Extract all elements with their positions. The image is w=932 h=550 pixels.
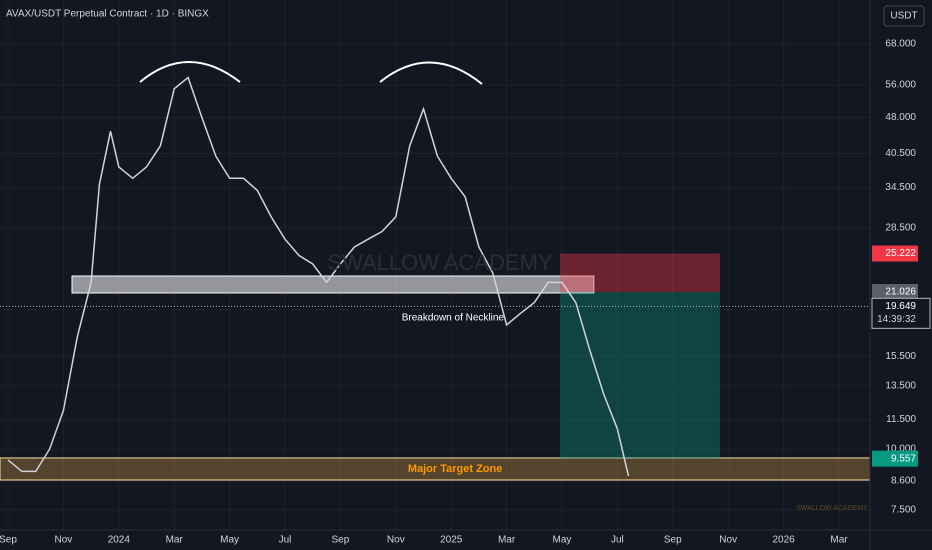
y-tick-label: 10.000	[885, 444, 916, 455]
x-tick-label: Mar	[830, 535, 848, 546]
x-tick-label: Sep	[664, 535, 682, 546]
price-label: 9.557	[891, 453, 916, 464]
x-tick-label: Mar	[166, 535, 184, 546]
zones	[0, 253, 871, 481]
neckline-zone	[71, 275, 595, 294]
y-tick-label: 8.600	[891, 476, 916, 487]
price-label-box	[871, 297, 931, 329]
x-tick-label: May	[553, 535, 572, 546]
y-tick-label: 40.500	[885, 148, 916, 159]
x-tick-label: 2025	[440, 535, 463, 546]
price-label: 19.649	[885, 301, 916, 312]
y-tick-label: 48.000	[885, 112, 916, 123]
watermark: SWALLOW ACADEMY	[327, 250, 553, 275]
y-tick-label: 11.500	[886, 414, 916, 425]
price-label: 21.026	[885, 287, 916, 298]
currency-button[interactable]	[883, 5, 925, 27]
x-tick-label: Jul	[279, 535, 292, 546]
x-tick-label: 2024	[108, 535, 131, 546]
x-tick-label: Mar	[498, 535, 516, 546]
y-tick-label: 15.500	[885, 351, 916, 362]
chart-title: AVAX/USDT Perpetual Contract · 1D · BING…	[6, 9, 209, 20]
watermark-small: SWALLOW ACADEMY	[796, 505, 868, 512]
head-arc	[379, 61, 483, 85]
x-tick-label: 2026	[772, 535, 795, 546]
currency-label[interactable]: USDT	[890, 11, 917, 22]
stop-zone	[560, 253, 720, 293]
price-label: 25.222	[885, 248, 916, 259]
target-profit-zone	[560, 292, 720, 459]
left-shoulder-arc	[139, 61, 241, 83]
x-tick-label: Sep	[0, 535, 17, 546]
x-tick-label: Nov	[387, 535, 405, 546]
price-label-box	[872, 245, 918, 262]
y-tick-label: 56.000	[885, 80, 916, 91]
y-tick-label: 7.500	[891, 505, 916, 516]
x-tick-label: Sep	[332, 535, 350, 546]
price-label-box	[872, 284, 918, 301]
x-tick-label: Nov	[55, 535, 73, 546]
y-tick-label: 34.500	[885, 182, 916, 193]
x-tick-label: Nov	[719, 535, 737, 546]
axes: 7.500 8.600 10.000 11.500 13.500 15.500 28.500…	[0, 39, 931, 546]
x-tick-label: May	[220, 535, 239, 546]
y-tick-label: 13.500	[885, 380, 916, 391]
plot: Breakdown of Neckline Major Target Zone	[0, 76, 870, 477]
x-tick-label: Jul	[611, 535, 624, 546]
countdown: 14:39:32	[877, 314, 916, 325]
y-tick-label: 68.000	[885, 39, 916, 50]
price-label-box	[872, 450, 918, 467]
price-line	[7, 76, 630, 477]
y-tick-label: 28.500	[885, 222, 916, 233]
grid	[0, 0, 870, 530]
annotation: Breakdown of Neckline	[402, 313, 505, 324]
annotation: Major Target Zone	[408, 463, 503, 475]
